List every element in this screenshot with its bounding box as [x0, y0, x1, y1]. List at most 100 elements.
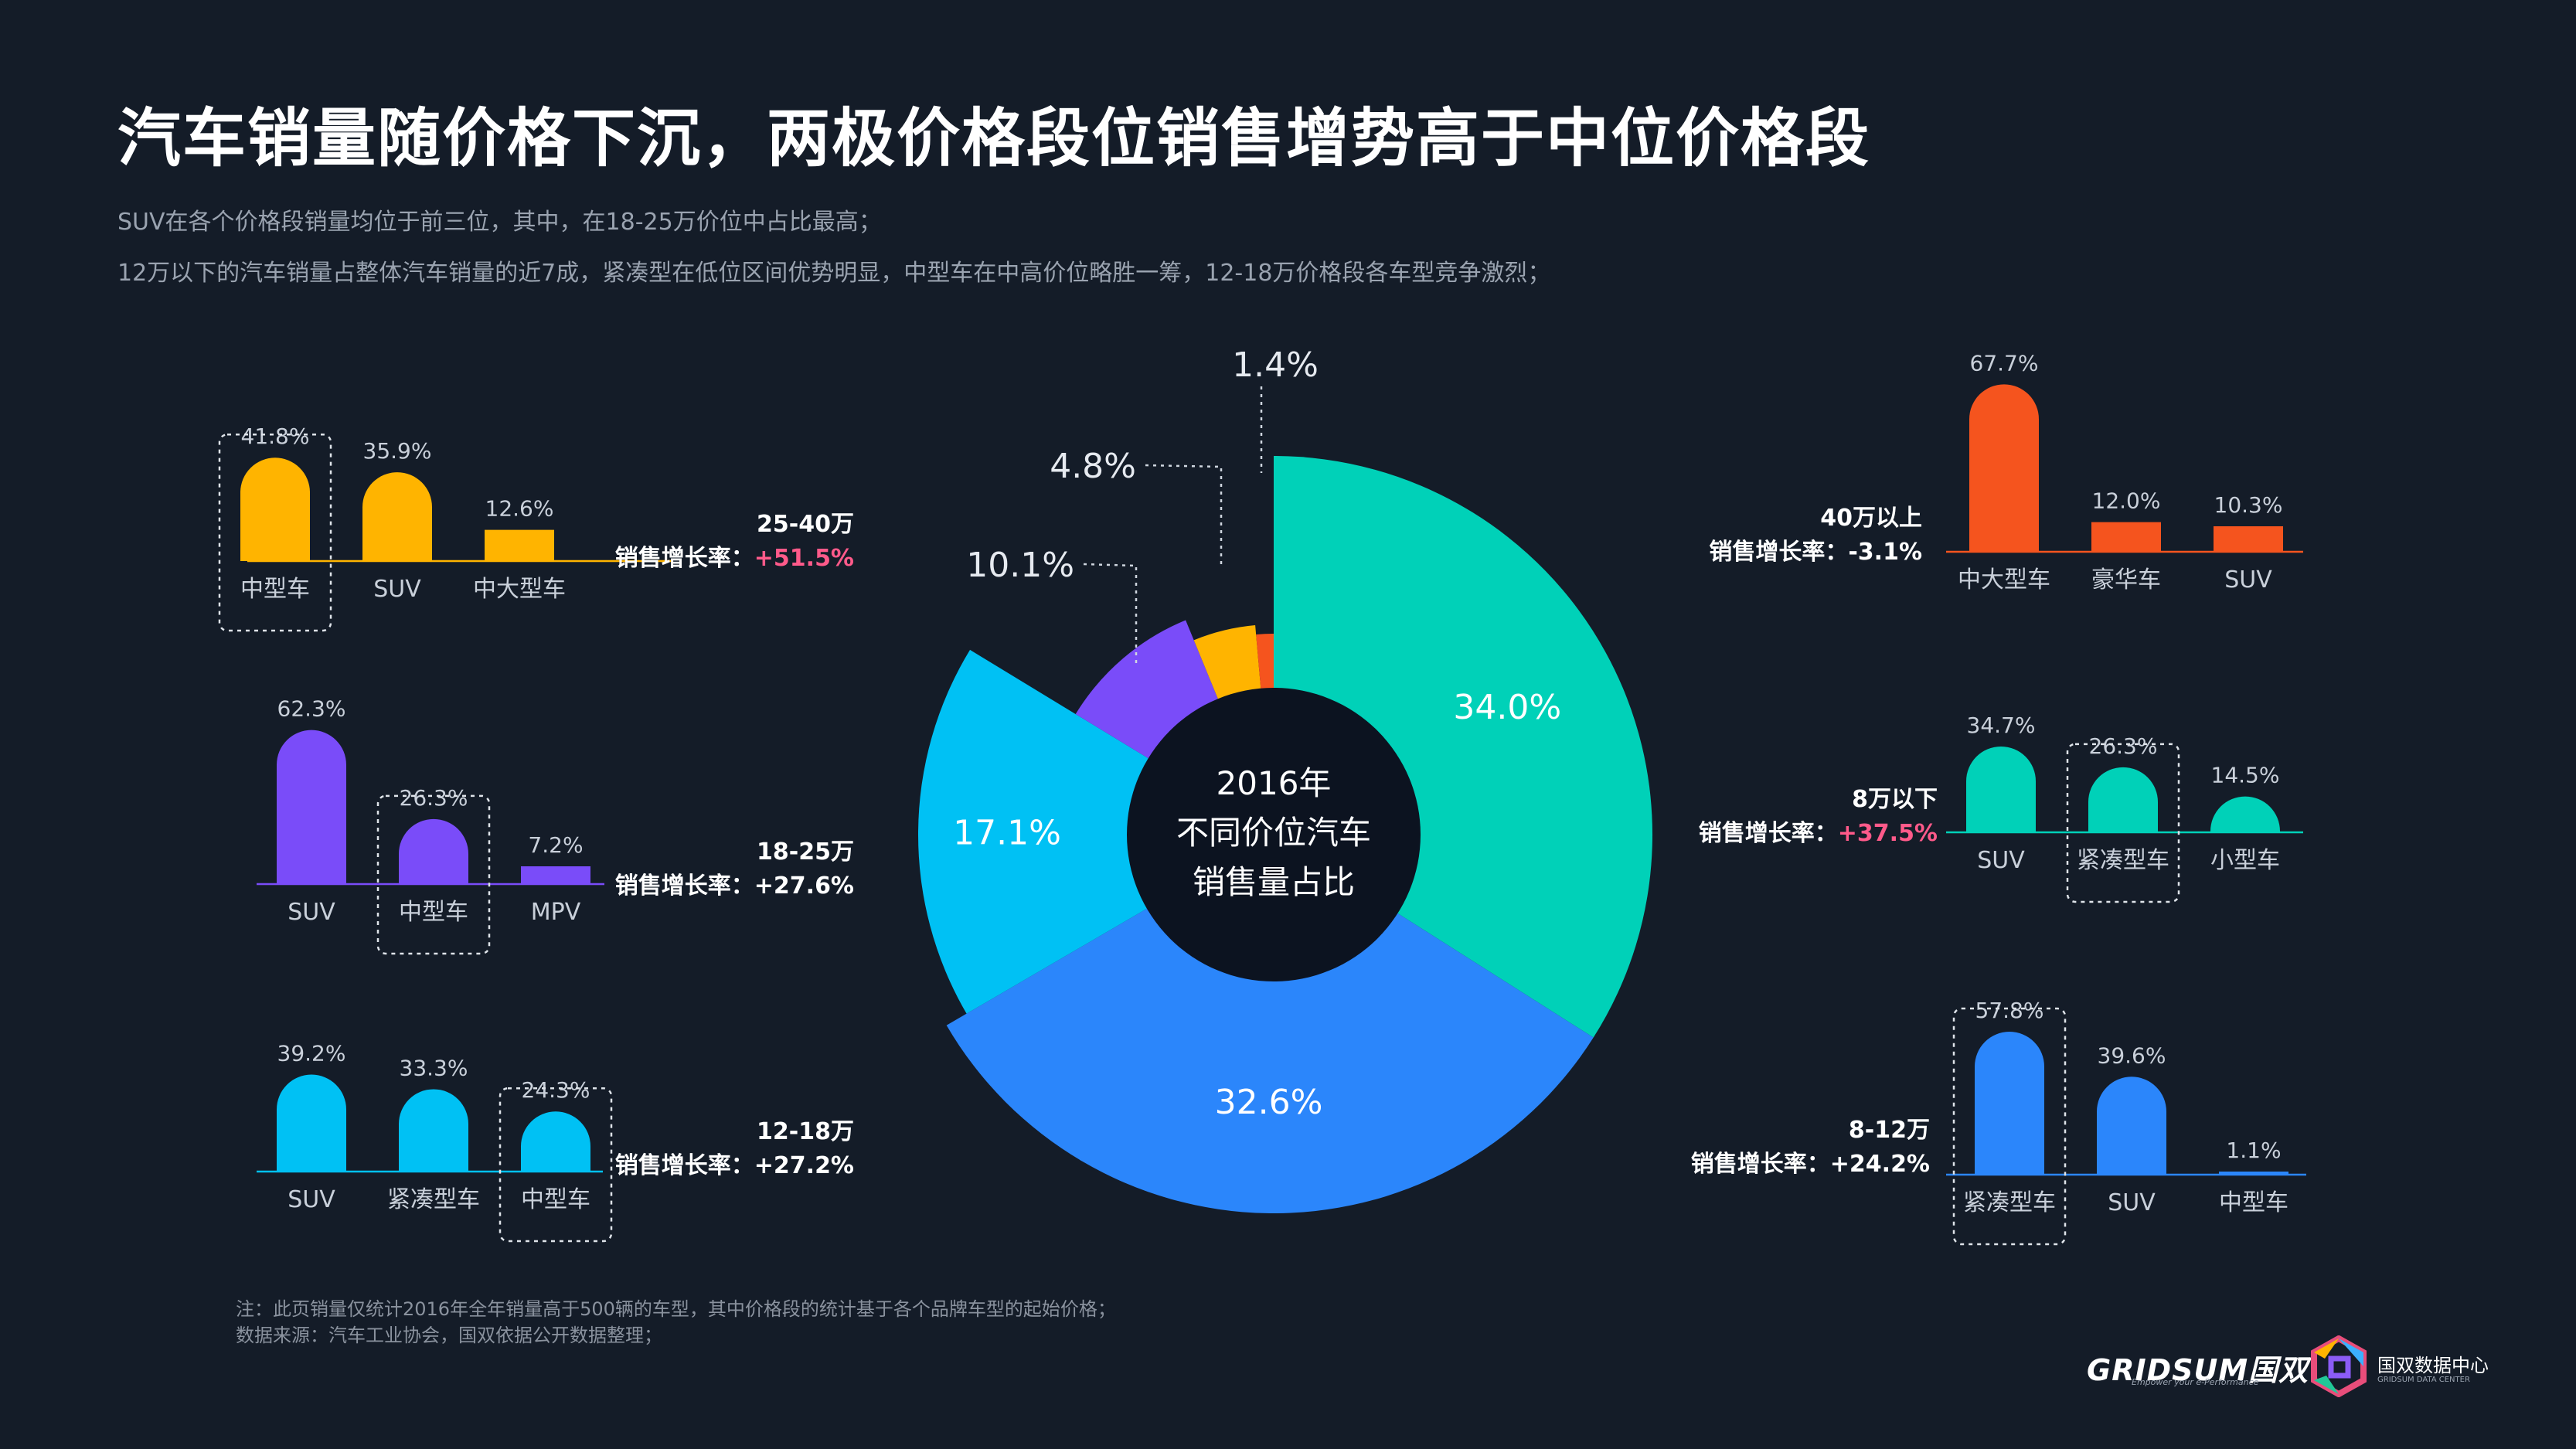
gridsum-tagline: Empower your e-Performance [2132, 1377, 2259, 1387]
footnote: 注：此页销量仅统计2016年全年销量高于500辆的车型，其中价格段的统计基于各个… [236, 1298, 1116, 1320]
bar-6-0 [1975, 1032, 2044, 1175]
growth-rate-label: 销售增长率： [615, 545, 754, 572]
growth-rate-value: +51.5% [754, 545, 854, 572]
bar-category-label-3-1: 紧凑型车 [387, 1186, 480, 1213]
bar-category-label-2-0: SUV [288, 899, 335, 926]
growth-rate-value: +27.6% [754, 872, 854, 900]
bar-5-2 [2210, 796, 2280, 832]
bar-value-label-6-1: 39.6% [2098, 1043, 2166, 1068]
bar-4-1 [2091, 522, 2161, 552]
growth-rate-label: 销售增长率： [615, 1152, 754, 1179]
bar-3-1 [399, 1089, 468, 1172]
bar-6-1 [2097, 1077, 2166, 1175]
pie-label-3: 10.1% [966, 546, 1074, 585]
bar-1-1 [362, 472, 432, 561]
pie-center-title-1: 不同价位汽车 [1176, 814, 1371, 852]
bar-value-label-2-1: 26.3% [400, 785, 468, 811]
pie-slice-1 [946, 835, 1594, 1213]
segment-label-3: 12-18万 [757, 1118, 854, 1145]
bar-value-label-5-2: 14.5% [2211, 763, 2280, 788]
bar-4-2 [2214, 526, 2283, 552]
pie-label-2: 17.1% [953, 814, 1061, 853]
growth-rate-label: 销售增长率： [615, 872, 754, 900]
growth-rate-3: 销售增长率：+27.2% [615, 1152, 854, 1179]
bar-category-label-5-2: 小型车 [2210, 847, 2280, 874]
bar-category-label-1-0: 中型车 [240, 576, 310, 603]
bar-category-label-4-2: SUV [2224, 566, 2272, 594]
bar-highlight-box-2 [376, 794, 491, 955]
pie-label-4: 4.8% [1050, 447, 1136, 486]
data-center-logo-icon [2311, 1335, 2367, 1397]
bar-category-label-3-2: 中型车 [521, 1186, 590, 1213]
bar-value-label-2-0: 62.3% [277, 696, 346, 722]
segment-label-4: 40万以上 [1820, 505, 1922, 532]
bar-category-label-2-1: 中型车 [399, 899, 468, 926]
data-source: 数据来源：汽车工业协会，国双依据公开数据整理； [236, 1325, 662, 1346]
bar-1-0 [240, 457, 310, 561]
bar-value-label-6-2: 1.1% [2226, 1138, 2281, 1163]
bar-value-label-4-1: 12.0% [2092, 488, 2161, 514]
segment-label-5: 8万以下 [1852, 786, 1938, 813]
pie-label-1: 32.6% [1215, 1083, 1323, 1122]
bar-value-label-5-0: 34.7% [1967, 713, 2036, 738]
bar-2-1 [399, 818, 468, 884]
bar-category-label-6-0: 紧凑型车 [1963, 1189, 2056, 1216]
bar-highlight-box-3 [499, 1087, 613, 1243]
bar-value-label-3-2: 24.3% [522, 1077, 590, 1103]
bar-value-label-1-2: 12.6% [485, 496, 554, 522]
bar-value-label-3-0: 39.2% [277, 1041, 346, 1066]
segment-label-1: 25-40万 [757, 511, 854, 538]
page-title: 汽车销量随价格下沉，两极价格段位销售增势高于中位价格段 [117, 102, 1871, 175]
bar-2-2 [521, 866, 590, 884]
growth-rate-4: 销售增长率：-3.1% [1709, 539, 1922, 566]
bar-highlight-box-1 [218, 433, 332, 632]
bar-category-label-5-0: SUV [1977, 847, 2025, 874]
pie-center-hole [1127, 688, 1421, 981]
growth-rate-6: 销售增长率：+24.2% [1691, 1151, 1930, 1178]
bar-value-label-4-2: 10.3% [2214, 492, 2283, 518]
segment-label-6: 8-12万 [1849, 1117, 1930, 1144]
pie-leader-3 [1083, 563, 1138, 663]
bar-value-label-1-1: 35.9% [363, 438, 432, 464]
bar-category-label-4-0: 中大型车 [1958, 566, 2050, 594]
bar-1-2 [485, 529, 554, 561]
bar-highlight-box-5 [2066, 743, 2180, 903]
pie-label-0: 34.0% [1453, 688, 1561, 727]
bar-value-label-2-2: 7.2% [528, 832, 583, 858]
growth-rate-1: 销售增长率：+51.5% [615, 545, 854, 572]
data-center-subname: GRIDSUM DATA CENTER [2377, 1376, 2470, 1384]
growth-rate-2: 销售增长率：+27.6% [615, 872, 854, 900]
bar-4-0 [1969, 384, 2039, 552]
data-center-name: 国双数据中心 [2377, 1355, 2489, 1376]
bar-category-label-3-0: SUV [288, 1186, 335, 1213]
bar-value-label-1-0: 41.8% [241, 423, 310, 449]
bar-category-label-1-2: 中大型车 [473, 576, 566, 603]
bar-5-1 [2088, 767, 2158, 832]
subtitle-line-2: 12万以下的汽车销量占整体汽车销量的近7成，紧凑型在低位区间优势明显，中型车在中… [117, 260, 1551, 287]
bar-category-label-4-1: 豪华车 [2091, 566, 2161, 594]
segment-label-2: 18-25万 [757, 838, 854, 866]
growth-rate-label: 销售增长率： [1709, 539, 1848, 566]
bar-value-label-5-1: 26.3% [2089, 733, 2158, 759]
growth-rate-value: +27.2% [754, 1152, 854, 1179]
bar-category-label-6-1: SUV [2108, 1189, 2156, 1216]
bar-value-label-3-1: 33.3% [400, 1055, 468, 1080]
pie-center-title-2: 销售量占比 [1193, 863, 1355, 901]
growth-rate-value: +24.2% [1830, 1151, 1930, 1178]
bar-6-2 [2219, 1172, 2288, 1175]
pie-leader-4 [1145, 464, 1223, 569]
growth-rate-label: 销售增长率： [1699, 820, 1838, 847]
growth-rate-5: 销售增长率：+37.5% [1699, 820, 1938, 847]
bar-value-label-6-0: 57.8% [1975, 998, 2044, 1023]
growth-rate-value: +37.5% [1838, 820, 1938, 847]
bar-3-2 [521, 1111, 590, 1172]
bar-2-0 [277, 730, 346, 884]
pie-slice-2 [918, 649, 1274, 1014]
bar-category-label-2-2: MPV [531, 899, 581, 926]
pie-label-5: 1.4% [1232, 345, 1319, 385]
gridsum-logo: GRIDSUM国双 [2087, 1353, 2309, 1387]
bar-5-0 [1966, 746, 2036, 832]
growth-rate-label: 销售增长率： [1691, 1151, 1830, 1178]
bar-value-label-4-0: 67.7% [1970, 350, 2039, 376]
